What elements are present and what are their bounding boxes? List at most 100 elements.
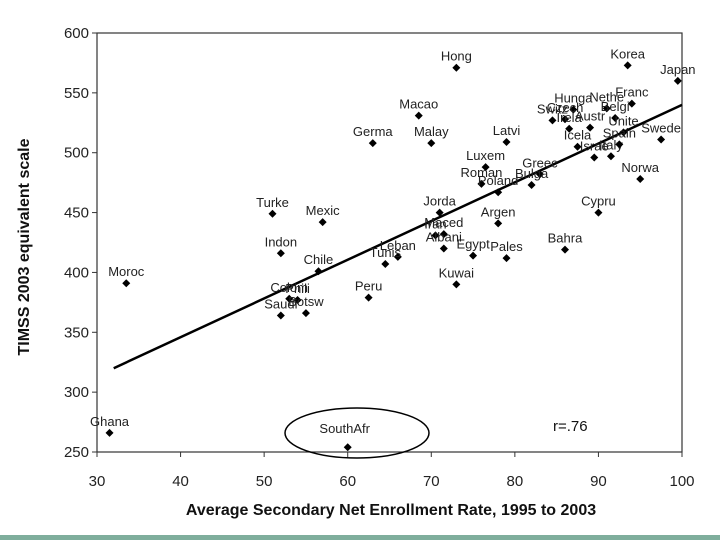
data-point [502, 137, 511, 146]
data-point-label: Japan [660, 62, 695, 77]
data-point [548, 116, 557, 125]
data-point [393, 252, 402, 261]
data-point-label: Jorda [423, 194, 456, 209]
data-point [318, 218, 327, 227]
data-point-label: Colom [270, 280, 308, 295]
data-point [477, 179, 486, 188]
data-point-label: Germa [353, 124, 394, 139]
correlation-annotation: r=.76 [553, 418, 588, 435]
data-point-label: Irela [557, 110, 583, 125]
x-tick-label: 70 [423, 473, 440, 490]
data-point-label: Argen [481, 204, 516, 219]
data-point [427, 139, 436, 148]
data-point-label: Moroc [108, 264, 145, 279]
data-point-label: Chile [304, 252, 334, 267]
data-point-label: Saudi [264, 297, 297, 312]
data-point-label: Mexic [306, 203, 340, 218]
data-point-label: Hong [441, 49, 472, 64]
highlight-ellipse [284, 407, 430, 459]
y-tick-label: 400 [64, 264, 89, 281]
data-point [469, 251, 478, 260]
data-point-label: Unite [608, 113, 638, 128]
y-tick-label: 450 [64, 205, 89, 222]
x-tick-label: 40 [172, 473, 189, 490]
data-point [431, 231, 440, 240]
data-point-label: Leban [380, 238, 416, 253]
y-tick-label: 250 [64, 444, 89, 461]
data-point-label: Turke [256, 195, 289, 210]
data-point [481, 163, 490, 172]
x-tick-label: 90 [590, 473, 607, 490]
data-point [602, 104, 611, 113]
data-point-label: Maced [424, 215, 463, 230]
data-point [381, 260, 390, 269]
data-point-label: Iran [424, 216, 446, 231]
data-point-label: Cypru [581, 194, 616, 209]
data-point [452, 63, 461, 72]
data-point-label: Peru [355, 279, 382, 294]
data-point-label: Indon [265, 234, 298, 249]
x-tick-label: 60 [339, 473, 356, 490]
data-point-label: Egypt [456, 237, 490, 252]
data-point [452, 280, 461, 289]
data-point [527, 181, 536, 190]
data-point [623, 61, 632, 70]
y-tick-label: 600 [64, 25, 89, 42]
data-point-label: Ghana [90, 414, 130, 429]
x-tick-label: 100 [669, 473, 694, 490]
data-point-label: Latvi [493, 123, 521, 138]
data-point [494, 219, 503, 228]
data-point-label: Bahra [548, 231, 583, 246]
trend-line [113, 103, 683, 370]
data-point [535, 170, 544, 179]
data-point-label: Switz [537, 101, 568, 116]
bottom-accent-bar [0, 535, 720, 540]
data-point-label: Swede [641, 121, 681, 136]
data-point-label: Macao [399, 97, 438, 112]
data-point [105, 428, 114, 437]
data-point [435, 208, 444, 217]
data-point-label: Kuwai [439, 265, 475, 280]
data-point [586, 123, 595, 132]
data-point [619, 128, 628, 137]
x-axis-title: Average Secondary Net Enrollment Rate, 1… [186, 502, 596, 519]
data-point [611, 113, 620, 122]
data-point [494, 188, 503, 197]
data-point-label: Poland [478, 173, 518, 188]
data-point [122, 279, 131, 288]
data-point [368, 139, 377, 148]
data-point-label: Hunga [554, 91, 593, 106]
data-point [565, 124, 574, 133]
data-point-label: Phili [285, 281, 310, 296]
data-point [636, 175, 645, 184]
data-point [414, 111, 423, 120]
data-point-label: Pales [490, 239, 523, 254]
data-point [561, 115, 569, 124]
data-point [268, 209, 277, 218]
data-point-label: Luxem [466, 148, 505, 163]
data-point-label: Israe [580, 139, 609, 154]
data-point [439, 244, 448, 253]
data-point [561, 245, 569, 254]
data-point [301, 309, 310, 318]
data-point-label: Norwa [621, 160, 659, 175]
data-point-label: Icela [564, 128, 592, 143]
data-point-label: Malay [414, 124, 449, 139]
data-point-label: Spain [603, 125, 636, 140]
data-point [293, 295, 302, 304]
data-point-label: Roman [460, 165, 502, 180]
data-point-label: Belgi [601, 99, 630, 114]
data-point-label: SouthAfr [319, 421, 370, 436]
data-point [615, 140, 624, 149]
data-point [627, 99, 636, 108]
data-point [439, 230, 448, 239]
data-point-label: Greec [522, 155, 558, 170]
data-point-label: Czech [547, 100, 584, 115]
data-point [276, 311, 285, 320]
data-point [364, 293, 373, 302]
y-tick-label: 350 [64, 324, 89, 341]
data-point-label: Korea [610, 46, 645, 61]
data-point-label: Bulga [515, 166, 549, 181]
data-point [276, 249, 285, 258]
